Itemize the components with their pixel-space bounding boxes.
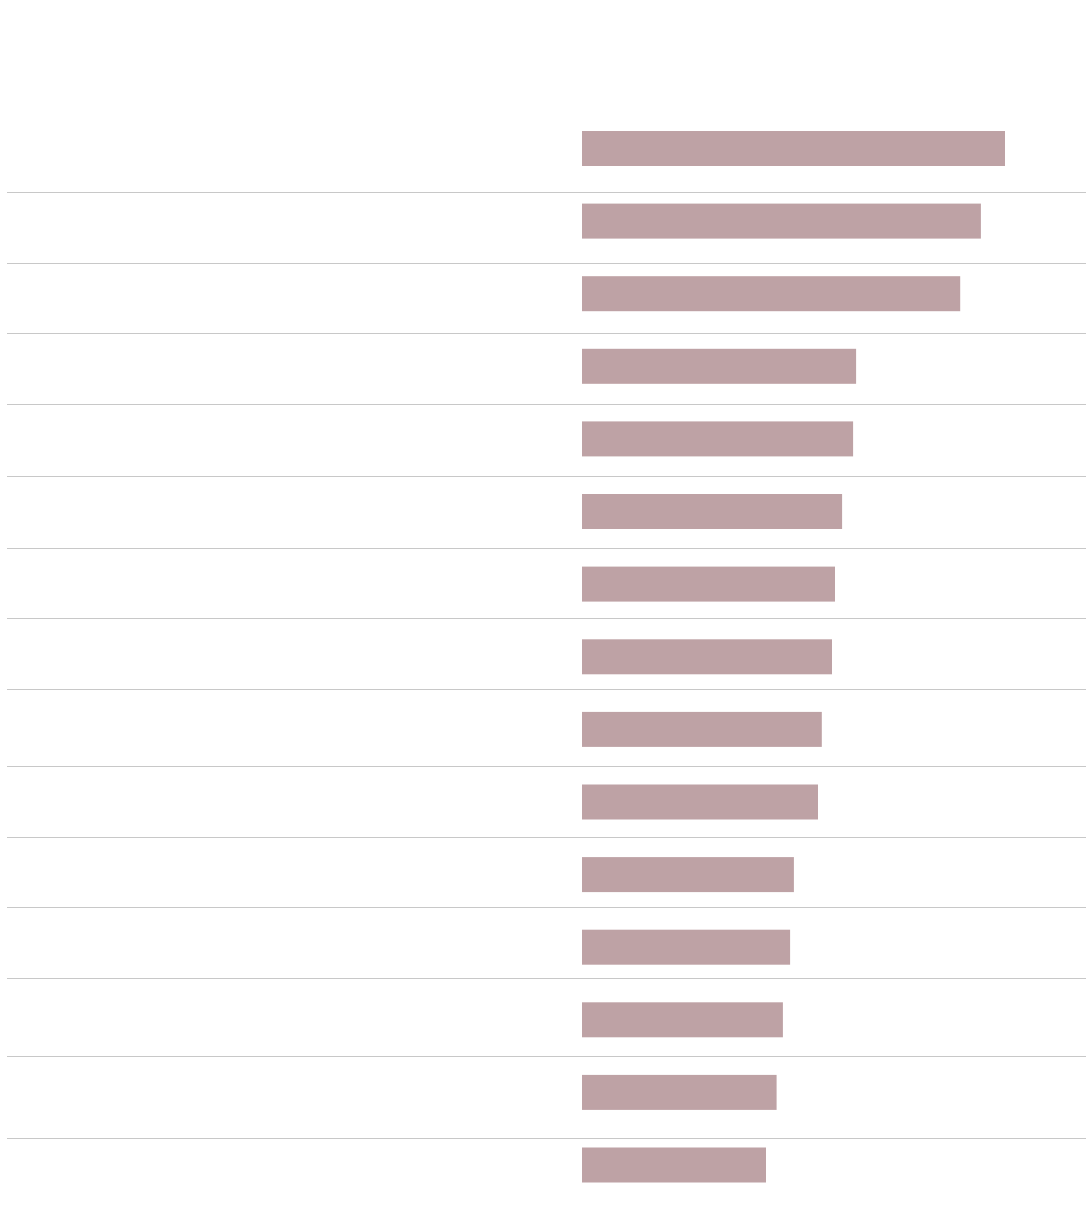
bar-2 xyxy=(582,203,981,239)
row-separators xyxy=(7,192,1086,1139)
bar-12 xyxy=(582,929,791,965)
bar-7 xyxy=(582,566,835,602)
bar-10 xyxy=(582,784,818,820)
bar-15 xyxy=(582,1147,766,1183)
bar-6 xyxy=(582,494,843,529)
bar-3 xyxy=(582,276,961,312)
bar-series xyxy=(582,131,1005,1183)
bar-8 xyxy=(582,639,832,675)
bar-14 xyxy=(582,1074,777,1110)
bar-9 xyxy=(582,711,822,747)
bar-13 xyxy=(582,1002,783,1038)
bar-4 xyxy=(582,348,857,384)
bar-5 xyxy=(582,421,854,457)
bar-11 xyxy=(582,857,794,893)
bar-1 xyxy=(582,131,1005,166)
